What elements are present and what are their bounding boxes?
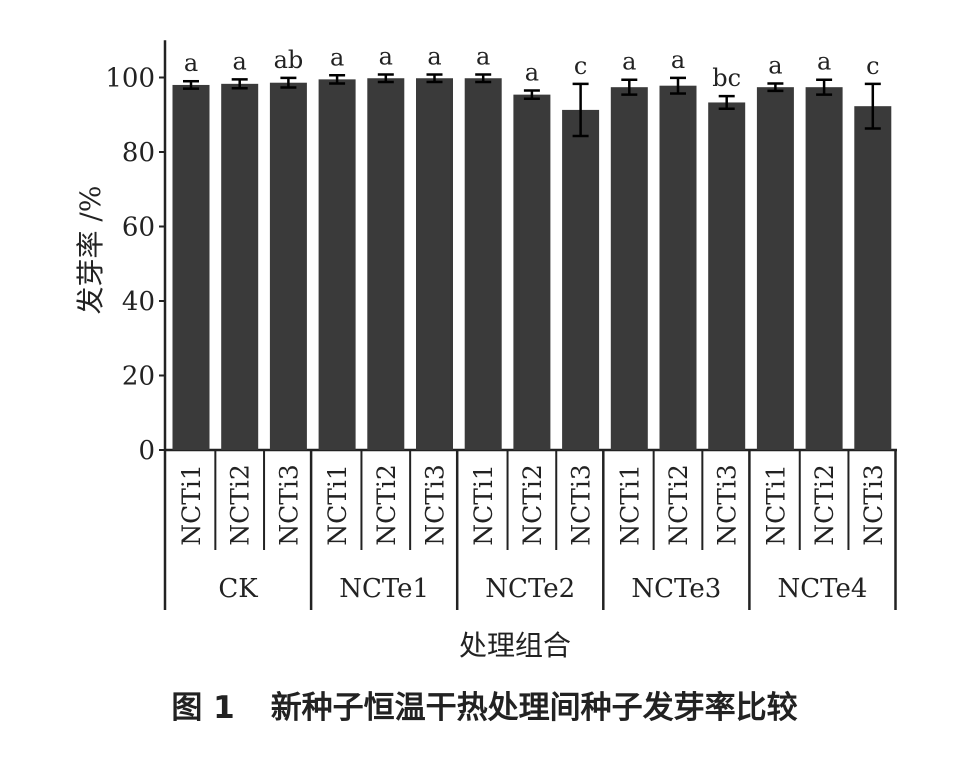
significance-label: a <box>817 48 831 76</box>
x-tick-label: NCTi1 <box>761 464 790 546</box>
x-tick-label: NCTi2 <box>372 464 401 546</box>
significance-label: a <box>233 47 247 75</box>
x-tick-label: NCTi3 <box>713 464 742 546</box>
significance-label: a <box>184 49 198 77</box>
y-axis-label: 发芽率 /% <box>74 186 107 315</box>
x-tick-label: NCTi2 <box>664 464 693 546</box>
bar <box>269 82 307 450</box>
bar <box>805 87 843 450</box>
bar <box>659 85 697 450</box>
caption-number: 图 1 <box>171 690 235 726</box>
y-tick-label: 80 <box>122 138 155 168</box>
x-axis-label: 处理组合 <box>459 629 571 662</box>
y-tick-label: 60 <box>122 213 155 243</box>
bar <box>367 78 405 451</box>
significance-label: c <box>866 52 879 80</box>
bar <box>221 83 259 451</box>
x-tick-label: NCTi1 <box>323 464 352 546</box>
significance-label: a <box>427 43 441 71</box>
bar <box>854 106 892 451</box>
y-tick-label: 100 <box>105 64 155 94</box>
group-label: NCTe2 <box>485 574 575 604</box>
significance-label: a <box>768 51 782 79</box>
bar <box>416 78 453 451</box>
y-tick-label: 40 <box>122 287 155 317</box>
x-tick-label: NCTi3 <box>859 464 888 546</box>
x-tick-label: NCTi2 <box>810 464 839 546</box>
group-label: NCTe3 <box>631 574 721 604</box>
significance-label: a <box>330 43 344 71</box>
significance-label: a <box>379 43 393 71</box>
significance-label: a <box>525 59 539 87</box>
significance-label: c <box>574 52 587 80</box>
group-label: NCTe1 <box>339 574 429 604</box>
bar <box>756 87 794 450</box>
bar <box>318 79 356 451</box>
x-tick-label: NCTi1 <box>615 464 644 546</box>
y-tick-label: 20 <box>122 362 155 392</box>
bar-chart: 0 20 40 60 80 100 发芽率 /% a NCTi1 a NCTi2 ab NCTi3 a NC… <box>74 40 897 662</box>
significance-label: bc <box>712 64 741 92</box>
significance-label: a <box>476 43 490 71</box>
bar <box>562 109 600 450</box>
x-tick-label: NCTi1 <box>469 464 498 546</box>
x-tick-label: NCTi2 <box>226 464 255 546</box>
y-tick-label: 0 <box>138 436 155 466</box>
significance-label: a <box>671 46 685 74</box>
bar <box>464 78 502 451</box>
bar <box>610 87 648 450</box>
x-tick-label: NCTi3 <box>274 464 303 546</box>
x-tick-label: NCTi3 <box>421 464 450 546</box>
caption-text: 新种子恒温干热处理间种子发芽率比较 <box>270 690 798 726</box>
figure-caption: 图 1 新种子恒温干热处理间种子发芽率比较 <box>0 682 969 727</box>
bar <box>513 94 551 450</box>
x-tick-label: NCTi3 <box>567 464 596 546</box>
significance-label: ab <box>274 46 304 74</box>
group-label: CK <box>218 574 258 604</box>
x-tick-label: NCTi1 <box>177 464 206 546</box>
bar <box>708 102 746 451</box>
group-label: NCTe4 <box>777 574 867 604</box>
significance-label: a <box>622 48 636 76</box>
bar <box>172 84 210 450</box>
x-tick-label: NCTi2 <box>518 464 547 546</box>
